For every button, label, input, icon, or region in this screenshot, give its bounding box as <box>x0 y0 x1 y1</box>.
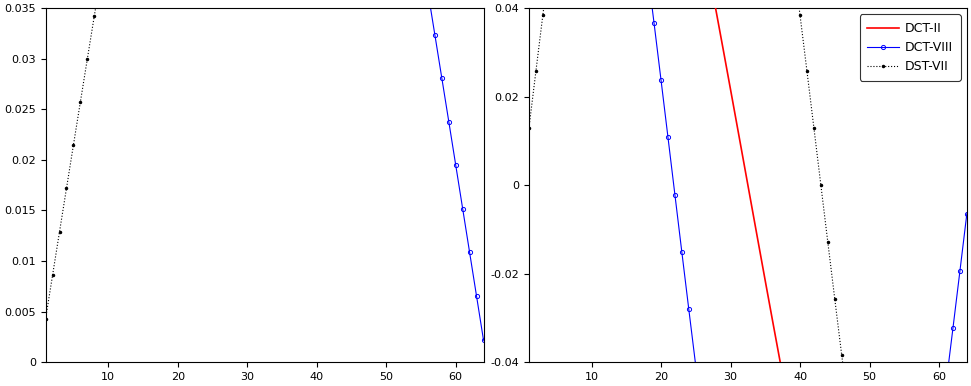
Line: DCT-II: DCT-II <box>529 0 967 386</box>
DCT-II <box>739 164 751 168</box>
Legend: DCT-II, DCT-VIII, DST-VII: DCT-II, DCT-VIII, DST-VII <box>860 14 960 81</box>
Line: DCT-VIII: DCT-VIII <box>527 0 969 386</box>
DST-VII <box>808 126 820 130</box>
Line: DST-VII: DST-VII <box>527 0 969 386</box>
DST-VII <box>815 183 826 188</box>
DCT-VIII <box>961 212 971 216</box>
DST-VII <box>523 126 535 130</box>
DCT-II <box>766 317 778 321</box>
